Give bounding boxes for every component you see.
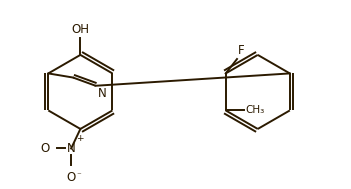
Text: N: N [67, 142, 75, 155]
Text: CH₃: CH₃ [245, 105, 265, 115]
Text: N: N [98, 87, 106, 100]
Text: O: O [66, 171, 76, 184]
Text: ⁻: ⁻ [76, 171, 81, 180]
Text: OH: OH [71, 23, 90, 36]
Text: F: F [238, 44, 245, 57]
Text: O: O [41, 142, 50, 155]
Text: +: + [76, 134, 84, 143]
